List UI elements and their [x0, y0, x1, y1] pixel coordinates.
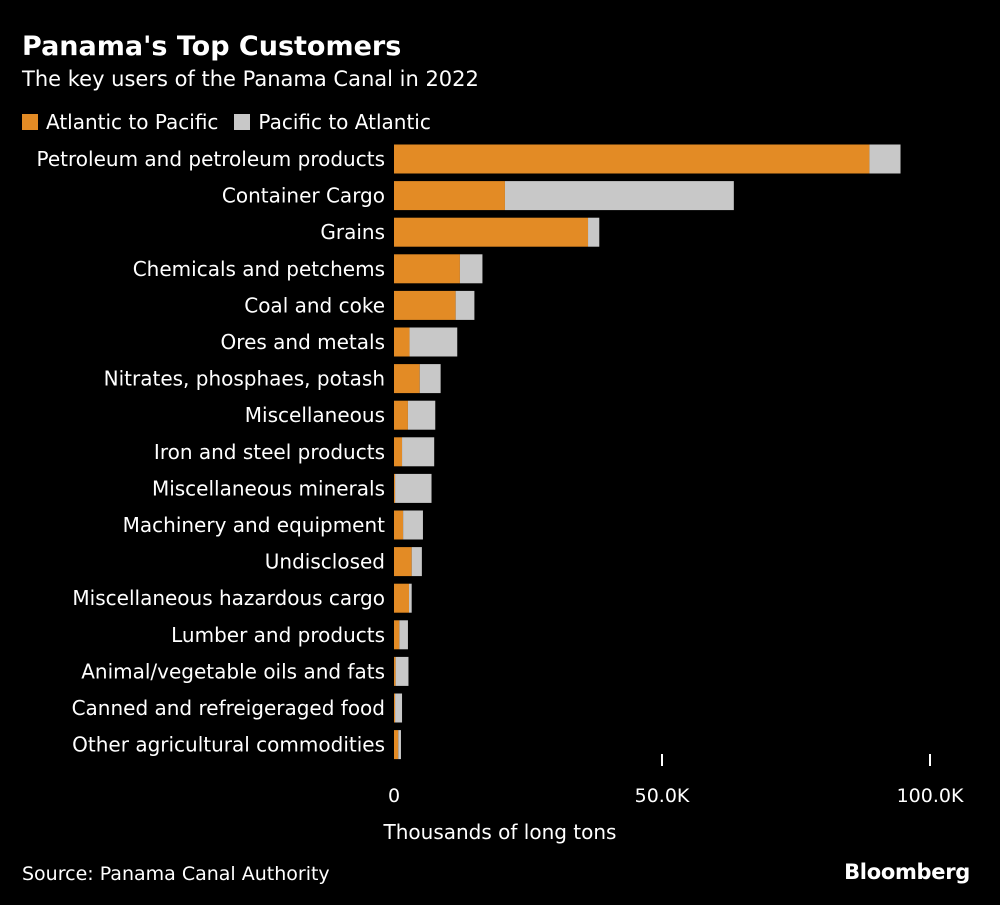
category-label-undisclosed: Undisclosed — [265, 550, 385, 574]
chart-title: Panama's Top Customers — [22, 31, 402, 62]
bar-atlantic-to-pacific-animal-vegetable-oils-and-fats — [394, 656, 396, 686]
bar-pacific-to-atlantic-ores-and-metals — [409, 327, 458, 357]
bar-atlantic-to-pacific-miscellaneous-hazardous-cargo — [394, 583, 410, 613]
category-label-petroleum-and-petroleum-products: Petroleum and petroleum products — [37, 147, 385, 171]
category-label-container-cargo: Container Cargo — [222, 184, 385, 208]
bar-atlantic-to-pacific-lumber-and-products — [394, 620, 400, 650]
bar-atlantic-to-pacific-petroleum-and-petroleum-products — [394, 144, 870, 174]
bar-atlantic-to-pacific-ores-and-metals — [394, 327, 410, 357]
bar-pacific-to-atlantic-machinery-and-equipment — [403, 510, 423, 540]
x-axis-label: Thousands of long tons — [383, 820, 617, 844]
category-label-grains: Grains — [320, 220, 385, 244]
bar-atlantic-to-pacific-nitrates-phosphaes-potash — [394, 364, 420, 394]
bar-atlantic-to-pacific-grains — [394, 217, 589, 247]
category-label-miscellaneous-minerals: Miscellaneous minerals — [152, 476, 385, 500]
x-tick-label-100-0k: 100.0K — [897, 785, 964, 807]
legend-item-pacific-to-atlantic: Pacific to Atlantic — [234, 110, 431, 134]
bar-pacific-to-atlantic-animal-vegetable-oils-and-fats — [395, 656, 409, 686]
category-label-animal-vegetable-oils-and-fats: Animal/vegetable oils and fats — [81, 659, 385, 683]
bar-atlantic-to-pacific-iron-and-steel-products — [394, 437, 403, 467]
bar-atlantic-to-pacific-other-agricultural-commodities — [394, 730, 399, 760]
legend-item-atlantic-to-pacific: Atlantic to Pacific — [22, 110, 218, 134]
category-label-other-agricultural-commodities: Other agricultural commodities — [72, 733, 385, 757]
bloomberg-logo: Bloomberg — [844, 860, 970, 884]
category-label-lumber-and-products: Lumber and products — [171, 623, 385, 647]
bar-pacific-to-atlantic-coal-and-coke — [455, 290, 475, 320]
category-label-ores-and-metals: Ores and metals — [221, 330, 385, 354]
bar-pacific-to-atlantic-miscellaneous-hazardous-cargo — [409, 583, 412, 613]
legend-swatch-atlantic-to-pacific — [22, 114, 38, 130]
bar-pacific-to-atlantic-other-agricultural-commodities — [398, 730, 401, 760]
legend-label-atlantic-to-pacific: Atlantic to Pacific — [46, 110, 219, 134]
source-note: Source: Panama Canal Authority — [22, 863, 330, 885]
bar-pacific-to-atlantic-petroleum-and-petroleum-products — [869, 144, 901, 174]
bar-pacific-to-atlantic-nitrates-phosphaes-potash — [419, 364, 441, 394]
bar-pacific-to-atlantic-miscellaneous-minerals — [395, 473, 432, 503]
bar-atlantic-to-pacific-container-cargo — [394, 181, 505, 211]
category-label-miscellaneous-hazardous-cargo: Miscellaneous hazardous cargo — [72, 586, 385, 610]
bar-pacific-to-atlantic-lumber-and-products — [399, 620, 408, 650]
bar-atlantic-to-pacific-chemicals-and-petchems — [394, 254, 460, 284]
chart-legend: Atlantic to Pacific Pacific to Atlantic — [22, 108, 447, 136]
bar-pacific-to-atlantic-container-cargo — [504, 181, 734, 211]
chart-subtitle: The key users of the Panama Canal in 202… — [22, 67, 479, 91]
category-label-nitrates-phosphaes-potash: Nitrates, phosphaes, potash — [104, 367, 385, 391]
bar-atlantic-to-pacific-miscellaneous-minerals — [394, 473, 396, 503]
bar-atlantic-to-pacific-machinery-and-equipment — [394, 510, 404, 540]
category-label-canned-and-refreigeraged-food: Canned and refreigeraged food — [72, 696, 385, 720]
bar-pacific-to-atlantic-undisclosed — [411, 547, 422, 577]
category-label-chemicals-and-petchems: Chemicals and petchems — [133, 257, 385, 281]
category-label-machinery-and-equipment: Machinery and equipment — [123, 513, 386, 537]
x-tick-label-0: 0 — [388, 785, 400, 807]
category-label-coal-and-coke: Coal and coke — [244, 293, 385, 317]
bar-pacific-to-atlantic-miscellaneous — [407, 400, 436, 430]
bar-pacific-to-atlantic-canned-and-refreigeraged-food — [395, 693, 403, 723]
x-tick-label-50-0k: 50.0K — [635, 785, 690, 807]
bar-atlantic-to-pacific-coal-and-coke — [394, 290, 456, 320]
legend-label-pacific-to-atlantic: Pacific to Atlantic — [258, 110, 431, 134]
legend-swatch-pacific-to-atlantic — [234, 114, 251, 130]
bar-atlantic-to-pacific-miscellaneous — [394, 400, 408, 430]
bar-pacific-to-atlantic-chemicals-and-petchems — [459, 254, 483, 284]
category-label-iron-and-steel-products: Iron and steel products — [154, 440, 385, 464]
bar-atlantic-to-pacific-canned-and-refreigeraged-food — [394, 693, 396, 723]
bar-atlantic-to-pacific-undisclosed — [394, 547, 412, 577]
bar-pacific-to-atlantic-grains — [588, 217, 600, 247]
category-label-miscellaneous: Miscellaneous — [245, 403, 385, 427]
bar-pacific-to-atlantic-iron-and-steel-products — [402, 437, 435, 467]
